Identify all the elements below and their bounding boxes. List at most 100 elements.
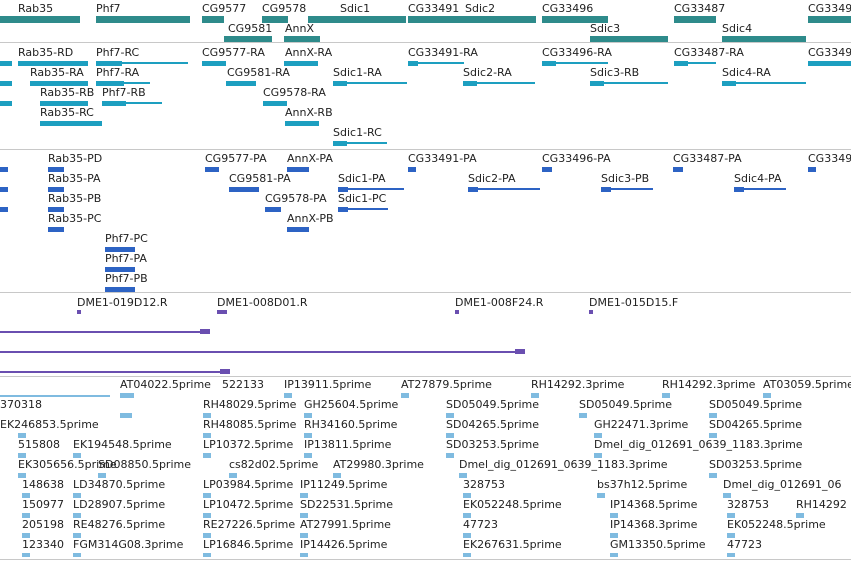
gene-feature[interactable]: [590, 36, 668, 42]
protein-feature[interactable]: [287, 167, 309, 172]
protein-label[interactable]: Rab35-PC: [48, 212, 102, 225]
transcript-feature[interactable]: [226, 81, 256, 86]
est-feature[interactable]: [300, 513, 308, 518]
protein-feature[interactable]: [601, 187, 611, 192]
est-label[interactable]: 522133: [222, 378, 264, 391]
transcript-feature[interactable]: [284, 61, 318, 66]
transcript-feature[interactable]: [463, 81, 477, 86]
protein-feature[interactable]: [542, 167, 552, 172]
est-label[interactable]: RE48276.5prime: [73, 518, 166, 531]
transcript-label[interactable]: Sdic1-RA: [333, 66, 382, 79]
est-label[interactable]: RH48085.5prime: [203, 418, 297, 431]
transcript-label[interactable]: CG33496-RA: [542, 46, 612, 59]
est-feature[interactable]: [73, 553, 81, 557]
est-feature[interactable]: [203, 493, 211, 498]
protein-label[interactable]: CG33496-PA: [542, 152, 611, 165]
est-feature[interactable]: [300, 553, 308, 557]
protein-label[interactable]: Phf7-PA: [105, 252, 147, 265]
transcript-label[interactable]: Sdic4-RA: [722, 66, 771, 79]
est-label[interactable]: GH22471.3prime: [594, 418, 689, 431]
est-label[interactable]: 47723: [463, 518, 498, 531]
protein-label[interactable]: CG9577-PA: [205, 152, 267, 165]
protein-feature[interactable]: [468, 187, 478, 192]
transcript-label[interactable]: Rab35-RD: [18, 46, 74, 59]
est-feature[interactable]: [463, 553, 471, 557]
est-feature[interactable]: [727, 533, 735, 538]
gene-feature[interactable]: [0, 16, 80, 23]
est-label[interactable]: SD05049.5prime: [709, 398, 802, 411]
protein-feature[interactable]: [673, 167, 683, 172]
gene-label[interactable]: AnnX: [285, 22, 315, 35]
est-feature[interactable]: [709, 433, 717, 438]
est-label[interactable]: 370318: [0, 398, 42, 411]
gene-feature[interactable]: [224, 36, 272, 42]
est-feature[interactable]: [531, 393, 539, 398]
transcript-label[interactable]: Phf7-RC: [96, 46, 140, 59]
est-feature[interactable]: [662, 393, 670, 398]
protein-label[interactable]: Phf7-PC: [105, 232, 148, 245]
transcript-feature[interactable]: [96, 81, 124, 86]
est-feature[interactable]: [18, 473, 26, 478]
est-label[interactable]: SD05049.5prime: [446, 398, 539, 411]
transcript-feature[interactable]: [263, 101, 287, 106]
gene-label[interactable]: CG9577: [202, 2, 247, 15]
est-label[interactable]: RH48029.5prime: [203, 398, 297, 411]
transcript-label[interactable]: CG9581-RA: [227, 66, 290, 79]
clone-feature[interactable]: [515, 349, 525, 354]
est-label[interactable]: IP11249.5prime: [300, 478, 388, 491]
est-label[interactable]: Dmel_dig_012691_06: [723, 478, 842, 491]
est-label[interactable]: RE27226.5prime: [203, 518, 296, 531]
est-label[interactable]: LP03984.5prime: [203, 478, 294, 491]
protein-label[interactable]: AnnX-PA: [287, 152, 333, 165]
gene-feature[interactable]: [408, 16, 466, 23]
transcript-label[interactable]: Sdic2-RA: [463, 66, 512, 79]
transcript-label[interactable]: Phf7-RB: [102, 86, 146, 99]
est-feature[interactable]: [300, 493, 308, 498]
protein-label[interactable]: CG33491-PA: [408, 152, 477, 165]
clone-feature[interactable]: [77, 310, 81, 314]
protein-feature[interactable]: [48, 187, 64, 192]
est-label[interactable]: AT27991.5prime: [300, 518, 391, 531]
gene-feature[interactable]: [464, 16, 536, 23]
est-feature[interactable]: [610, 533, 618, 538]
est-label[interactable]: bs37h12.5prime: [597, 478, 688, 491]
est-label[interactable]: EK246853.5prime: [0, 418, 99, 431]
protein-label[interactable]: CG3349: [808, 152, 851, 165]
gene-feature[interactable]: [284, 36, 320, 42]
est-label[interactable]: AT27879.5prime: [401, 378, 492, 391]
est-feature[interactable]: [22, 493, 30, 498]
est-feature[interactable]: [203, 453, 211, 458]
est-label[interactable]: 205198: [22, 518, 64, 531]
gene-feature[interactable]: [722, 36, 806, 42]
clone-feature[interactable]: [220, 369, 230, 374]
est-label[interactable]: 47723: [727, 538, 762, 551]
gene-label[interactable]: Sdic3: [590, 22, 621, 35]
protein-feature[interactable]: [105, 267, 135, 272]
protein-feature[interactable]: [105, 287, 135, 292]
est-feature[interactable]: [304, 413, 312, 418]
transcript-label[interactable]: CG9578-RA: [263, 86, 326, 99]
est-label[interactable]: GH25604.5prime: [304, 398, 399, 411]
protein-feature[interactable]: [0, 207, 8, 212]
est-feature[interactable]: [610, 553, 618, 557]
gene-label[interactable]: Sdic2: [465, 2, 496, 15]
transcript-label[interactable]: Rab35-RB: [40, 86, 95, 99]
est-feature[interactable]: [98, 473, 106, 478]
est-feature[interactable]: [463, 533, 471, 538]
transcript-label[interactable]: Rab35-RA: [30, 66, 84, 79]
est-label[interactable]: SD05049.5prime: [579, 398, 672, 411]
protein-feature[interactable]: [338, 187, 348, 192]
transcript-feature[interactable]: [408, 61, 418, 66]
est-feature[interactable]: [22, 553, 30, 557]
est-label[interactable]: LD34870.5prime: [73, 478, 166, 491]
est-label[interactable]: Dmel_dig_012691_0639_1183.3prime: [594, 438, 803, 451]
est-label[interactable]: LD28907.5prime: [73, 498, 166, 511]
est-label[interactable]: SD03253.5prime: [709, 458, 802, 471]
est-feature[interactable]: [73, 533, 81, 538]
est-label[interactable]: 150977: [22, 498, 64, 511]
est-feature[interactable]: [0, 395, 110, 397]
clone-feature[interactable]: [589, 310, 593, 314]
transcript-feature[interactable]: [333, 81, 347, 86]
protein-feature[interactable]: [0, 167, 8, 172]
transcript-label[interactable]: CG33491-RA: [408, 46, 478, 59]
